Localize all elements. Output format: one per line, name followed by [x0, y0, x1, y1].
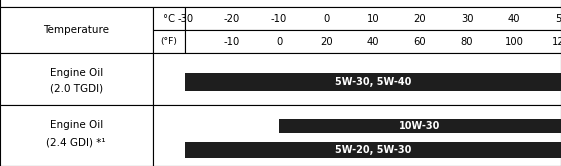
Text: (2.0 TGDI): (2.0 TGDI) [50, 84, 103, 94]
Bar [153, 30, 185, 53]
Text: -20: -20 [224, 14, 240, 24]
Text: 40: 40 [367, 37, 379, 47]
Text: Engine Oil: Engine Oil [50, 68, 103, 78]
Bar [0, 105, 153, 166]
Text: 0: 0 [276, 37, 282, 47]
Bar [153, 7, 185, 30]
Text: (°F): (°F) [160, 37, 177, 46]
Text: Engine Oil: Engine Oil [50, 120, 103, 130]
Text: 20: 20 [413, 14, 426, 24]
Text: -10: -10 [271, 14, 287, 24]
Bar [0, 0, 561, 7]
Bar [185, 7, 561, 30]
Bar [279, 119, 561, 133]
Bar [153, 105, 561, 166]
Text: 40: 40 [508, 14, 520, 24]
Text: 5W-20, 5W-30: 5W-20, 5W-30 [335, 145, 411, 155]
Text: -10: -10 [224, 37, 240, 47]
Text: -30: -30 [177, 14, 193, 24]
Text: 20: 20 [320, 37, 333, 47]
Text: 50: 50 [555, 14, 561, 24]
Text: Temperature: Temperature [43, 25, 109, 35]
Text: 10: 10 [367, 14, 379, 24]
Bar [185, 142, 561, 158]
Bar [0, 53, 153, 105]
Bar [185, 30, 561, 53]
Bar [153, 53, 561, 105]
Text: 80: 80 [461, 37, 473, 47]
Text: 0: 0 [323, 14, 329, 24]
Text: 10W-30: 10W-30 [399, 121, 441, 131]
Text: 5W-30, 5W-40: 5W-30, 5W-40 [335, 77, 411, 87]
Text: 30: 30 [461, 14, 473, 24]
Text: 120: 120 [551, 37, 561, 47]
Text: 60: 60 [413, 37, 426, 47]
Text: 100: 100 [504, 37, 523, 47]
Text: °C: °C [163, 14, 175, 24]
Bar [0, 7, 153, 53]
Bar [185, 73, 561, 91]
Text: (2.4 GDI) *¹: (2.4 GDI) *¹ [47, 138, 106, 148]
